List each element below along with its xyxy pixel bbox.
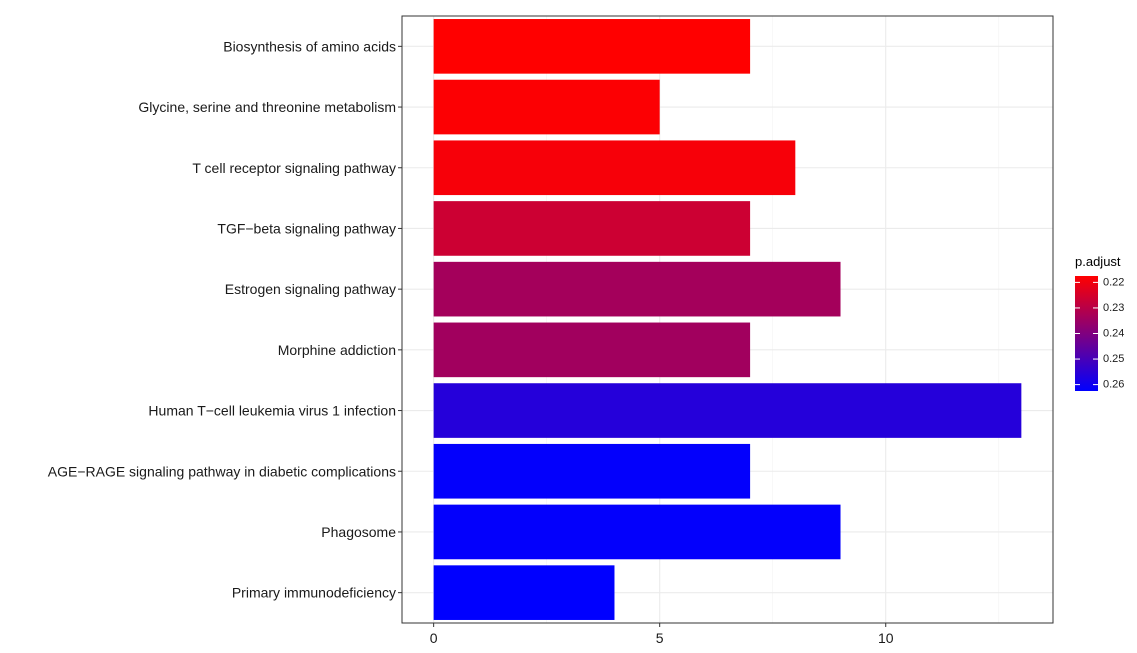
y-tick-label: Estrogen signaling pathway	[225, 281, 396, 297]
legend-title: p.adjust	[1075, 254, 1121, 269]
bar	[433, 322, 751, 378]
y-tick-label: Primary immunodeficiency	[232, 585, 396, 601]
y-tick-label: Phagosome	[321, 524, 396, 540]
y-tick-label: TGF−beta signaling pathway	[217, 220, 396, 236]
x-tick-label: 5	[656, 630, 664, 646]
bar	[433, 383, 1022, 438]
bar	[433, 201, 751, 256]
bar	[433, 79, 660, 135]
bar	[433, 504, 841, 560]
legend-tick-label: 0.26	[1103, 379, 1124, 391]
x-tick-label: 0	[430, 630, 438, 646]
y-tick-label: Glycine, serine and threonine metabolism	[138, 99, 396, 115]
legend-tick-label: 0.22	[1103, 276, 1124, 288]
colorbar	[1075, 276, 1098, 391]
x-axis: 0 5 10	[430, 623, 894, 646]
bar	[433, 19, 751, 74]
legend-tick-label: 0.25	[1103, 353, 1124, 365]
legend: p.adjust 0.22 0.23 0.24 0.25 0.26	[1075, 254, 1124, 391]
bar	[433, 443, 751, 499]
plot-border	[401, 15, 1054, 624]
y-axis: Biosynthesis of amino acids Glycine, seri…	[48, 38, 402, 601]
bar	[433, 261, 841, 317]
y-tick-label: T cell receptor signaling pathway	[192, 160, 396, 176]
bars	[433, 19, 1022, 620]
y-tick-label: Morphine addiction	[278, 342, 396, 358]
legend-tick-label: 0.24	[1103, 328, 1124, 340]
y-tick-label: Biosynthesis of amino acids	[223, 38, 396, 54]
x-tick-label: 10	[878, 630, 894, 646]
bar	[433, 565, 615, 620]
y-tick-label: Human T−cell leukemia virus 1 infection	[148, 403, 396, 419]
legend-tick-label: 0.23	[1103, 302, 1124, 314]
bar	[433, 140, 796, 196]
y-tick-label: AGE−RAGE signaling pathway in diabetic c…	[48, 463, 396, 479]
